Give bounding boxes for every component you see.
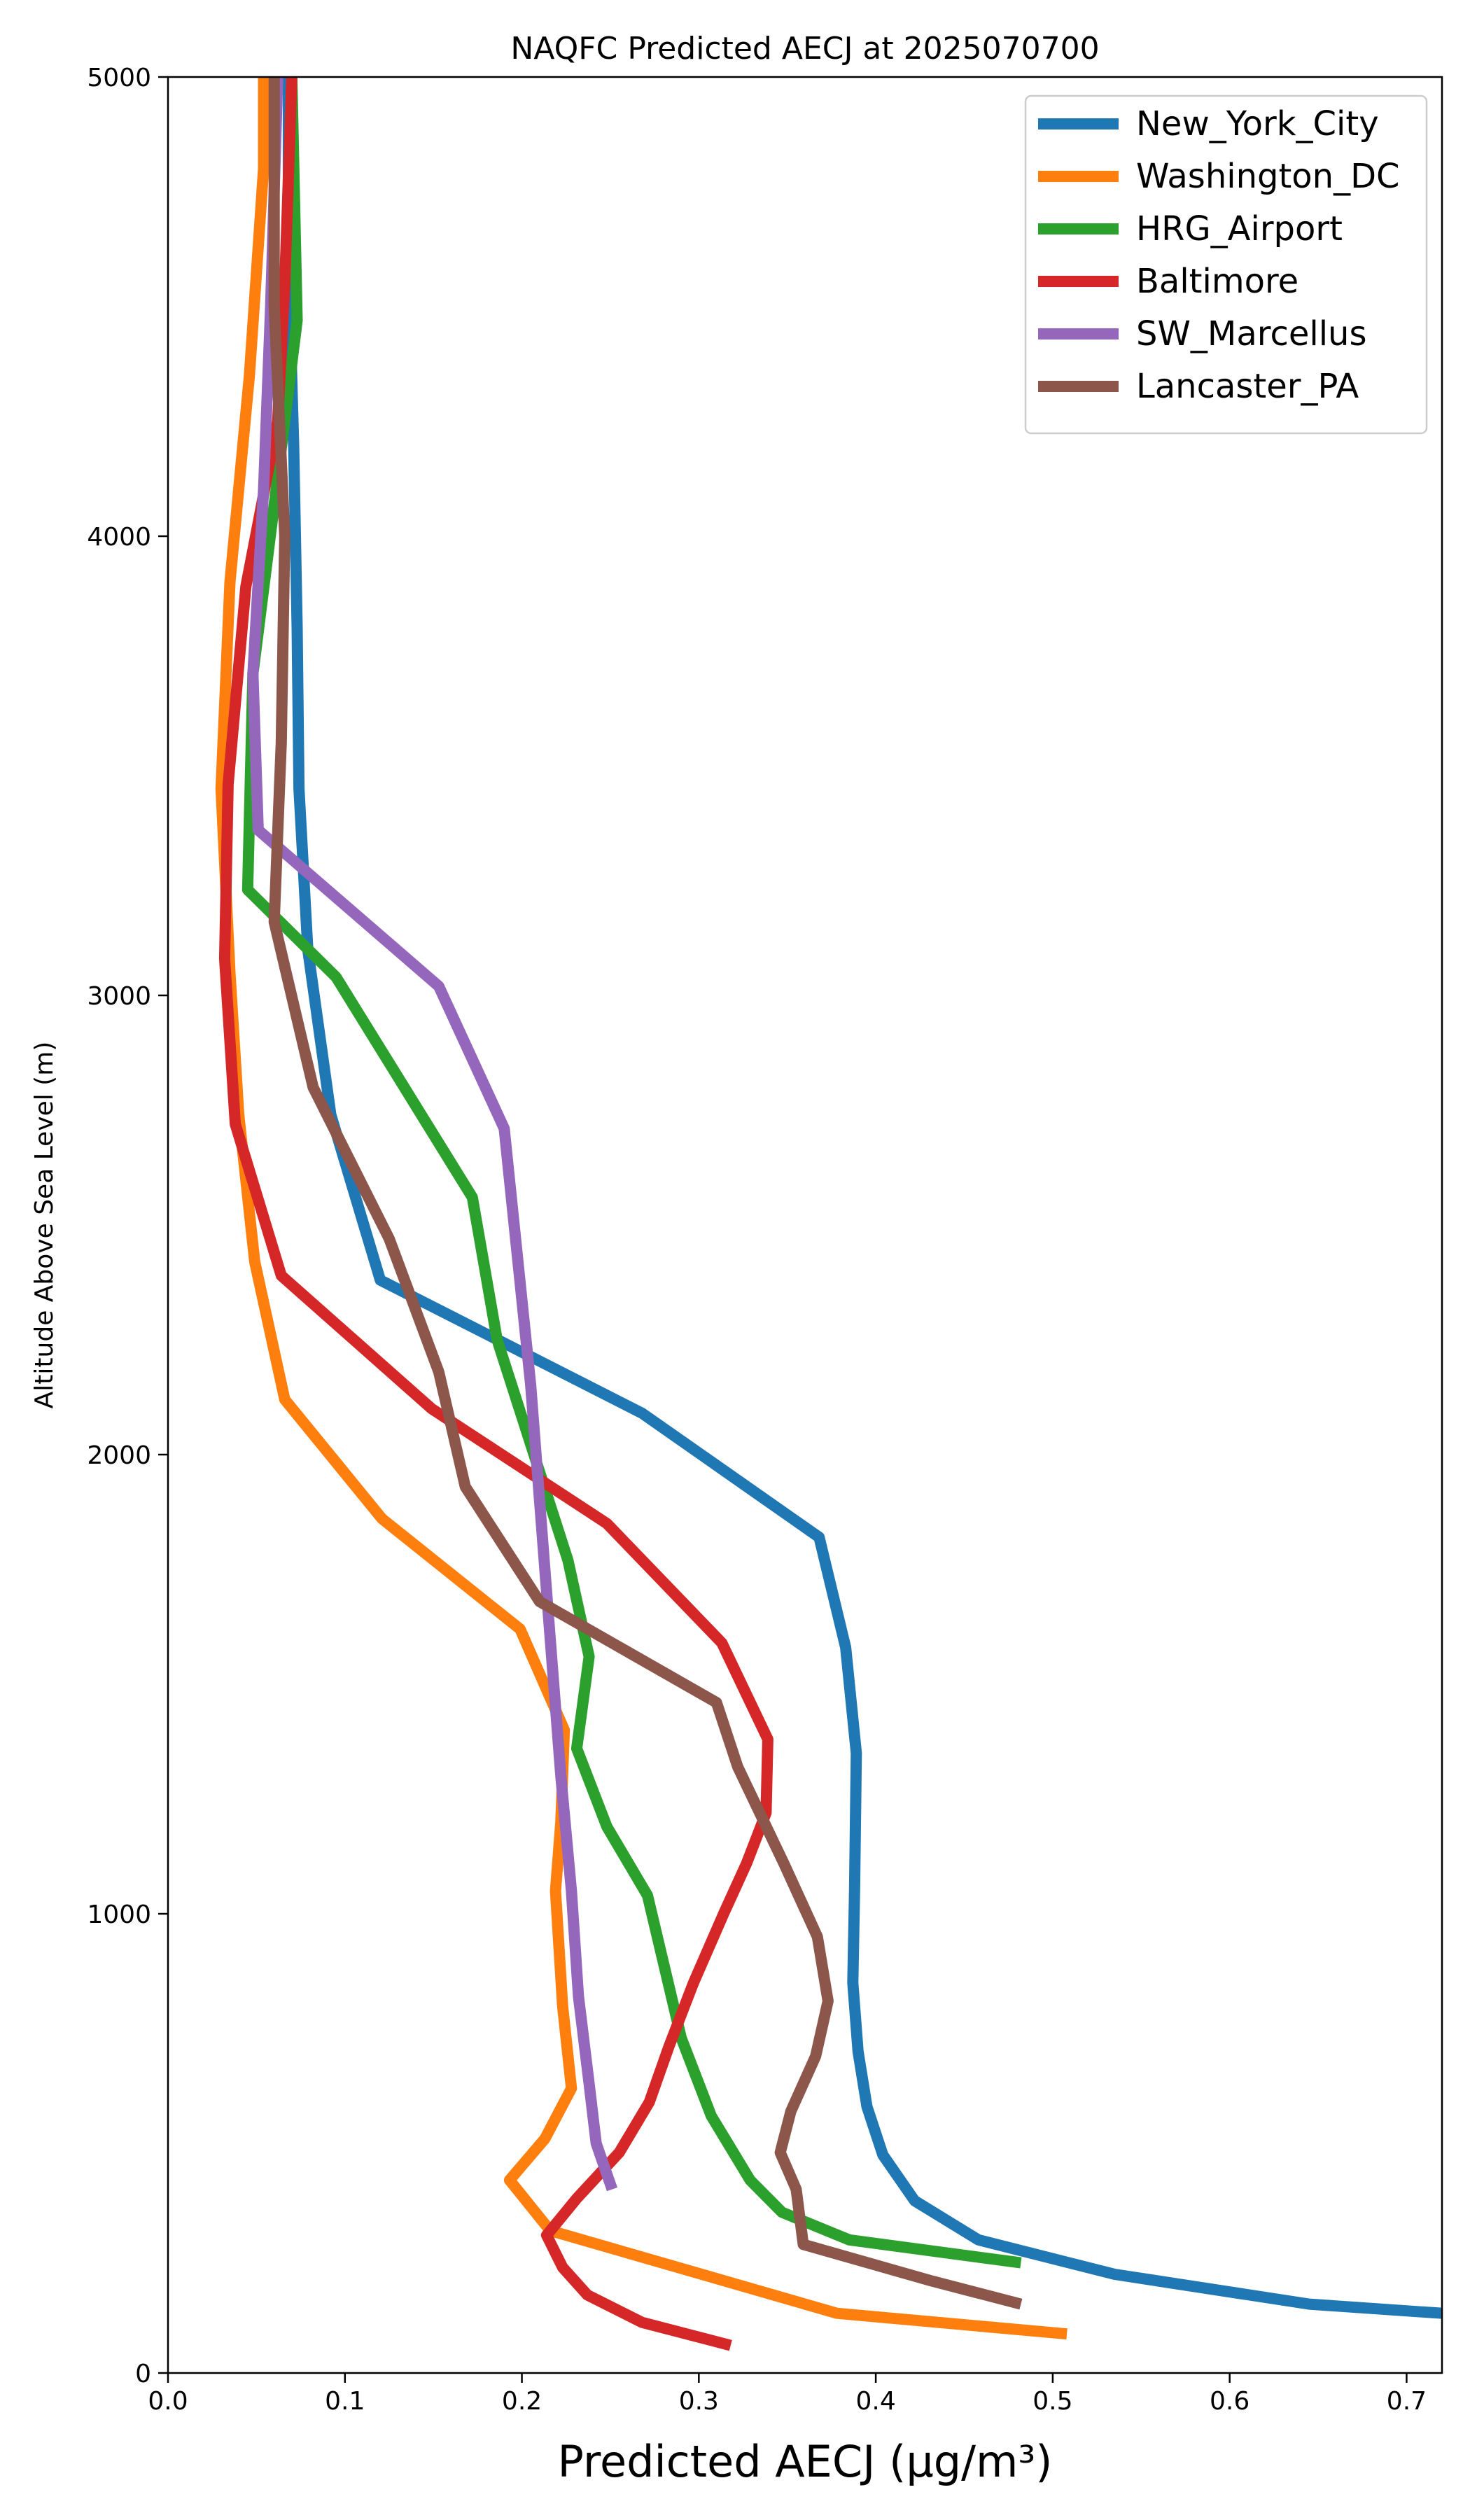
legend-box bbox=[1024, 94, 1428, 435]
y-tick-label: 0 bbox=[135, 2360, 151, 2388]
x-tick-label: 0.4 bbox=[855, 2387, 895, 2416]
series-line-new-york-city bbox=[282, 77, 1442, 2319]
y-axis: 0 1000 2000 3000 4000 5000 bbox=[87, 64, 168, 2388]
y-tick-label: 1000 bbox=[87, 1900, 151, 1929]
legend-label-baltimore: Baltimore bbox=[1136, 262, 1298, 301]
x-tick-label: 0.2 bbox=[502, 2387, 542, 2416]
series-line-sw-marcellus bbox=[247, 77, 618, 2192]
x-tick-label: 0.3 bbox=[679, 2387, 719, 2416]
plot-frame bbox=[167, 76, 1443, 2374]
y-axis-label: Altitude Above Sea Level (m) bbox=[30, 1042, 59, 1409]
series-line-hrg-airport bbox=[241, 77, 1022, 2269]
y-tick-label: 4000 bbox=[87, 523, 151, 552]
x-tick-label: 0.5 bbox=[1032, 2387, 1072, 2416]
x-tick-label: 0.6 bbox=[1210, 2387, 1250, 2416]
series-line-washington-dc bbox=[215, 77, 1068, 2340]
legend-label-lancaster-pa: Lancaster_PA bbox=[1136, 367, 1359, 406]
series-line-baltimore bbox=[218, 77, 774, 2351]
x-tick-label: 0.7 bbox=[1387, 2387, 1427, 2416]
series-layer bbox=[215, 77, 1442, 2351]
y-tick-label: 5000 bbox=[87, 64, 151, 92]
chart-title: NAQFC Predicted AECJ at 2025070700 bbox=[510, 31, 1099, 66]
x-tick-label: 0.0 bbox=[148, 2387, 188, 2416]
legend-label-washington-dc: Washington_DC bbox=[1136, 157, 1400, 196]
y-tick-label: 3000 bbox=[87, 982, 151, 1011]
series-line-lancaster-pa bbox=[268, 77, 1023, 2310]
y-tick-label: 2000 bbox=[87, 1441, 151, 1470]
legend-label-hrg-airport: HRG_Airport bbox=[1136, 209, 1343, 248]
x-axis: 0.0 0.1 0.2 0.3 0.4 0.5 0.6 0.7 bbox=[148, 2373, 1427, 2416]
legend-label-new-york-city: New_York_City bbox=[1136, 104, 1379, 144]
x-tick-label: 0.1 bbox=[325, 2387, 365, 2416]
legend: New_York_City Washington_DC HRG_Airport Bal… bbox=[1024, 94, 1428, 435]
legend-label-sw-marcellus: SW_Marcellus bbox=[1136, 314, 1366, 354]
x-axis-label: Predicted AECJ (μg/m³) bbox=[558, 2436, 1053, 2487]
